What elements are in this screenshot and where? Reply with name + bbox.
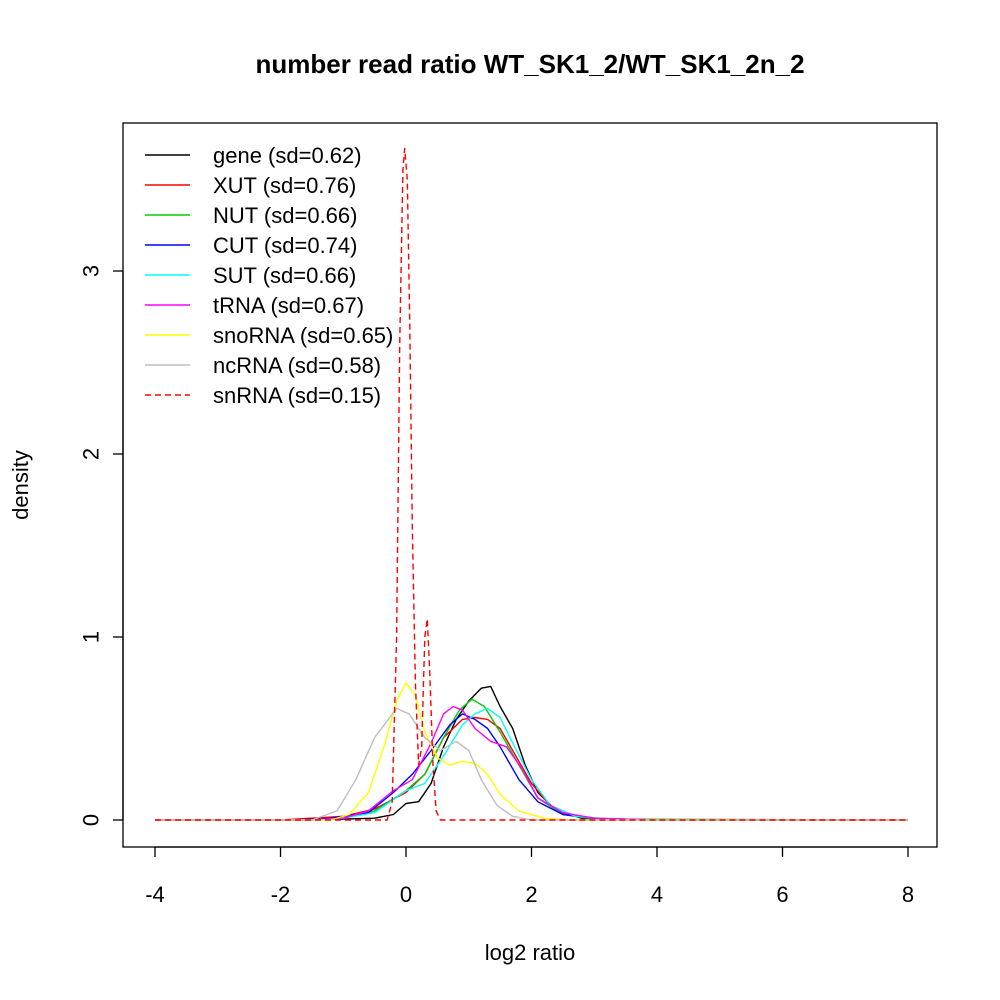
series-line-8 bbox=[155, 147, 908, 821]
legend-label: XUT (sd=0.76) bbox=[213, 173, 356, 198]
legend-item: snoRNA (sd=0.65) bbox=[145, 323, 393, 348]
legend-label: NUT (sd=0.66) bbox=[213, 203, 357, 228]
y-tick-label: 3 bbox=[79, 265, 104, 277]
legend: gene (sd=0.62) XUT (sd=0.76) NUT (sd=0.66)… bbox=[145, 143, 393, 408]
x-axis: -4 -2 0 2 4 6 8 bbox=[145, 846, 914, 907]
x-axis-label: log2 ratio bbox=[485, 940, 576, 965]
x-tick-label: -4 bbox=[145, 882, 165, 907]
legend-label: gene (sd=0.62) bbox=[213, 143, 362, 168]
legend-label: CUT (sd=0.74) bbox=[213, 233, 357, 258]
plot-frame bbox=[122, 122, 938, 848]
chart-title: number read ratio WT_SK1_2/WT_SK1_2n_2 bbox=[255, 49, 804, 79]
series-lines bbox=[155, 147, 909, 821]
x-tick-label: 0 bbox=[400, 882, 412, 907]
y-axis: 0 1 2 3 bbox=[79, 265, 124, 826]
x-tick-label: 8 bbox=[902, 882, 914, 907]
series-line-6 bbox=[155, 682, 908, 821]
legend-label: tRNA (sd=0.67) bbox=[213, 293, 364, 318]
legend-item: ncRNA (sd=0.58) bbox=[145, 353, 381, 378]
series-line-1 bbox=[155, 716, 908, 821]
legend-item: tRNA (sd=0.67) bbox=[145, 293, 364, 318]
y-tick-label: 1 bbox=[79, 631, 104, 643]
x-tick-label: 4 bbox=[651, 882, 663, 907]
legend-item: SUT (sd=0.66) bbox=[145, 263, 356, 288]
series-line-3 bbox=[155, 713, 908, 821]
series-line-2 bbox=[155, 698, 909, 821]
legend-item: XUT (sd=0.76) bbox=[145, 173, 356, 198]
y-axis-label: density bbox=[8, 450, 33, 520]
legend-item: NUT (sd=0.66) bbox=[145, 203, 357, 228]
series-line-5 bbox=[155, 705, 908, 821]
legend-item: CUT (sd=0.74) bbox=[145, 233, 357, 258]
series-line-4 bbox=[155, 707, 908, 821]
series-line-7 bbox=[155, 707, 908, 821]
x-tick-label: 2 bbox=[525, 882, 537, 907]
series-line-0 bbox=[155, 685, 908, 821]
legend-label: snoRNA (sd=0.65) bbox=[213, 323, 393, 348]
x-tick-label: 6 bbox=[776, 882, 788, 907]
legend-item: gene (sd=0.62) bbox=[145, 143, 362, 168]
legend-item: snRNA (sd=0.15) bbox=[145, 383, 381, 408]
y-tick-label: 0 bbox=[79, 814, 104, 826]
y-tick-label: 2 bbox=[79, 448, 104, 460]
legend-label: ncRNA (sd=0.58) bbox=[213, 353, 381, 378]
x-tick-label: -2 bbox=[271, 882, 291, 907]
legend-label: snRNA (sd=0.15) bbox=[213, 383, 381, 408]
legend-label: SUT (sd=0.66) bbox=[213, 263, 356, 288]
